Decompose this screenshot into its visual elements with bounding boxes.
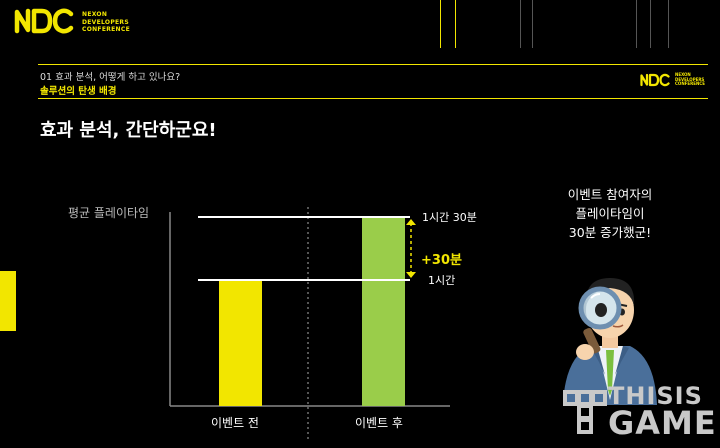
difference-label: +30분 — [421, 253, 462, 268]
decor-line — [650, 0, 651, 48]
decor-line — [636, 0, 637, 48]
reference-label-1h30: 1시간 30분 — [422, 211, 477, 224]
ndc-logo-subtitle: NEXON DEVELOPERS CONFERENCE — [82, 11, 130, 34]
logo-sub-line-1: NEXON — [82, 11, 108, 18]
bar-after — [362, 217, 405, 406]
decor-line — [440, 0, 441, 48]
difference-arrowhead-top — [406, 219, 416, 225]
left-accent-bar — [0, 271, 16, 331]
watermark-logo-icon — [563, 390, 607, 434]
speech-line: 이벤트 참여자의 — [567, 187, 653, 202]
section-number: 01 효과 분석, 어떻게 하고 있나요? — [40, 72, 181, 83]
decor-line — [668, 0, 669, 48]
watermark-line-1: THISIS — [608, 382, 703, 410]
header-divider-top — [38, 64, 708, 65]
decor-line — [532, 0, 533, 48]
x-tick-label: 이벤트 후 — [355, 416, 403, 430]
reference-label-1h: 1시간 — [428, 274, 456, 287]
ndc-logo-small-subtitle: NEXON DEVELOPERS CONFERENCE — [675, 72, 705, 87]
logo-sub-line-3: CONFERENCE — [82, 26, 130, 33]
decor-line — [455, 0, 456, 48]
x-tick-label: 이벤트 전 — [211, 416, 259, 430]
header-divider-bottom — [38, 98, 708, 99]
logo-sub-line-2: DEVELOPERS — [675, 76, 705, 82]
decor-line — [520, 0, 521, 48]
ndc-logo-small — [640, 73, 670, 87]
section-title: 솔루션의 탄생 배경 — [40, 86, 117, 97]
logo-sub-line-3: CONFERENCE — [675, 81, 705, 86]
speech-line: 플레이타임이 — [575, 206, 645, 221]
speech-text: 이벤트 참여자의 플레이타임이 30분 증가했군! — [555, 185, 665, 242]
speech-line: 30분 증가했군! — [568, 225, 652, 240]
logo-sub-line-1: NEXON — [675, 72, 691, 77]
chart-y-label: 평균 플레이타임 — [68, 206, 150, 220]
difference-arrowhead-bottom — [406, 272, 416, 278]
bar-before — [219, 280, 262, 406]
logo-sub-line-2: DEVELOPERS — [82, 18, 129, 26]
slide-heading: 효과 분석, 간단하군요! — [40, 120, 217, 141]
ndc-logo — [14, 8, 74, 34]
watermark-line-2: GAME — [608, 404, 717, 442]
